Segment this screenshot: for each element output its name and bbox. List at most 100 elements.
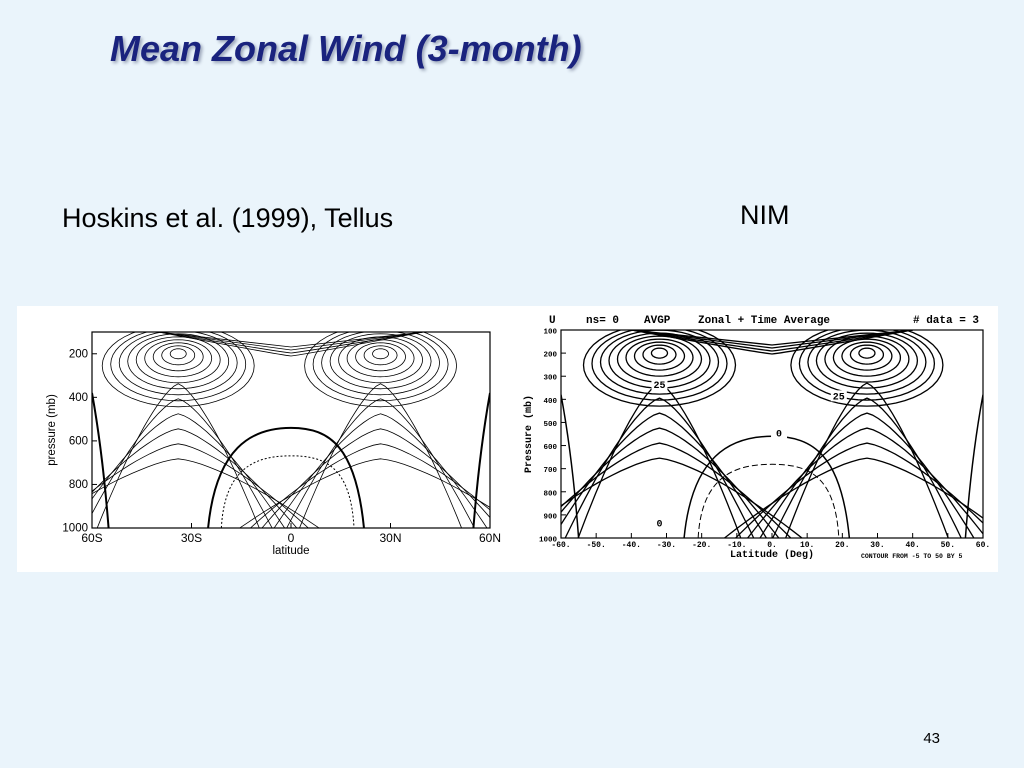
jet-contour — [849, 344, 885, 365]
jet-contour — [807, 330, 927, 395]
hoskins-chart-panel: 60S 30S 0 30N 60N 200 400 600 800 1000 latitude pre… — [17, 306, 536, 572]
header-ns: ns= 0 — [586, 315, 619, 327]
wall-contour — [249, 443, 490, 528]
x-tick-label: 40. — [905, 541, 919, 550]
jet-contour — [346, 339, 415, 378]
wall-contour — [746, 427, 983, 538]
jet-contour — [118, 332, 238, 396]
wall-contour — [784, 382, 949, 538]
wall-contour — [92, 458, 320, 528]
upper-contour — [158, 332, 424, 351]
nim-contour-chart: -60. -50. -40. -30. -20. -10. 0. 10. 20. 30. 40. 50… — [523, 315, 990, 561]
header-var: U — [549, 315, 556, 327]
y-axis-label: Pressure (mb) — [523, 395, 535, 473]
upper-contour — [631, 330, 913, 346]
jet-contour — [591, 330, 728, 401]
negative-contour — [697, 463, 840, 538]
jet-contour — [790, 330, 944, 407]
jet-contour — [144, 339, 213, 378]
x-tick-label: 10. — [800, 541, 814, 550]
jet-contour — [582, 330, 737, 407]
y-tick-label: 600 — [69, 435, 88, 447]
contour-footer: CONTOUR FROM -5 TO 50 BY 5 — [861, 553, 963, 560]
polar-zero-contour — [964, 394, 983, 538]
wall-contour — [239, 458, 490, 528]
header-count: # data = 3 — [913, 315, 979, 327]
jet-contour — [169, 348, 187, 360]
contour-label: 0 — [656, 519, 662, 530]
y-tick-label: 800 — [69, 479, 88, 491]
x-axis-label: latitude — [272, 545, 309, 557]
x-tick-label: 0. — [767, 541, 777, 550]
wall-contour — [561, 412, 768, 538]
page-number: 43 — [923, 730, 940, 747]
hoskins-contour-chart: 60S 30S 0 30N 60N 200 400 600 800 1000 latitude pre… — [46, 331, 501, 557]
jet-contour — [841, 341, 893, 371]
contour-label-bg — [771, 427, 788, 439]
header-desc: Zonal + Time Average — [698, 315, 830, 327]
contour-label: 25 — [653, 381, 665, 392]
y-tick-label: 200 — [543, 352, 557, 360]
wall-contour — [286, 398, 475, 528]
y-tick-label: 1000 — [62, 523, 88, 535]
jet-contour — [110, 332, 247, 402]
contour-label: 25 — [833, 392, 845, 403]
y-tick-label: 800 — [543, 490, 557, 498]
contour-lines — [561, 330, 983, 538]
wall-contour — [261, 428, 490, 528]
x-tick-label: -60. — [551, 541, 570, 550]
jet-contour — [858, 347, 876, 359]
negative-contour — [220, 455, 355, 528]
wall-contour — [92, 443, 309, 528]
jet-contour — [815, 332, 919, 389]
wall-contour — [759, 412, 975, 538]
wall-contour — [273, 413, 488, 528]
y-tick-label: 300 — [543, 375, 557, 383]
jet-contour — [329, 333, 432, 390]
contour-label-bg — [830, 390, 847, 402]
x-axis-label: Latitude (Deg) — [730, 549, 814, 561]
polar-zero-contour — [561, 394, 580, 538]
slide-title: Mean Zonal Wind (3-month) — [110, 28, 582, 69]
y-tick-label: 700 — [543, 467, 557, 475]
x-tick-label: 60. — [976, 541, 990, 550]
x-tick-label: 50. — [941, 541, 955, 550]
upper-contour — [631, 330, 913, 352]
wall-contour — [299, 383, 463, 528]
wall-contour — [564, 397, 755, 538]
jet-contour — [355, 342, 407, 372]
jet-contour — [372, 348, 390, 360]
x-tick-label: -40. — [622, 541, 641, 550]
polar-zero-contour — [472, 392, 490, 528]
jet-contour — [625, 338, 694, 377]
polar-zero-contour — [92, 392, 110, 528]
jet-contour — [304, 332, 458, 408]
x-tick-label: 60N — [479, 531, 501, 545]
wall-contour — [92, 398, 273, 528]
upper-contour — [158, 332, 424, 357]
y-tick-label: 200 — [69, 348, 88, 360]
x-tick-label: 30. — [870, 541, 884, 550]
x-tick-label: 0 — [288, 531, 295, 545]
right-caption: NIM — [740, 200, 790, 230]
upper-contour — [158, 332, 424, 354]
y-axis-label: pressure (mb) — [46, 394, 58, 466]
jet-contour — [321, 332, 441, 396]
x-tick-label: 30N — [379, 531, 401, 545]
x-tick-label: -30. — [657, 541, 676, 550]
nim-chart-panel: -60. -50. -40. -30. -20. -10. 0. 10. 20. 30. 40. 50… — [521, 306, 998, 572]
contour-label: 0 — [776, 429, 782, 440]
wall-contour — [771, 397, 962, 538]
jet-contour — [824, 335, 910, 383]
left-caption: Hoskins et al. (1999), Tellus — [62, 203, 394, 233]
y-tick-label: 600 — [543, 444, 557, 452]
x-tick-label: -10. — [727, 541, 746, 550]
upper-contour — [631, 330, 913, 355]
jet-contour — [633, 341, 686, 371]
jet-contour — [616, 335, 703, 383]
x-tick-label: 60S — [81, 531, 102, 545]
contour-label-bg — [651, 378, 668, 390]
jet-contour — [135, 336, 221, 384]
wall-contour — [96, 383, 260, 528]
y-tick-label: 100 — [543, 329, 557, 337]
